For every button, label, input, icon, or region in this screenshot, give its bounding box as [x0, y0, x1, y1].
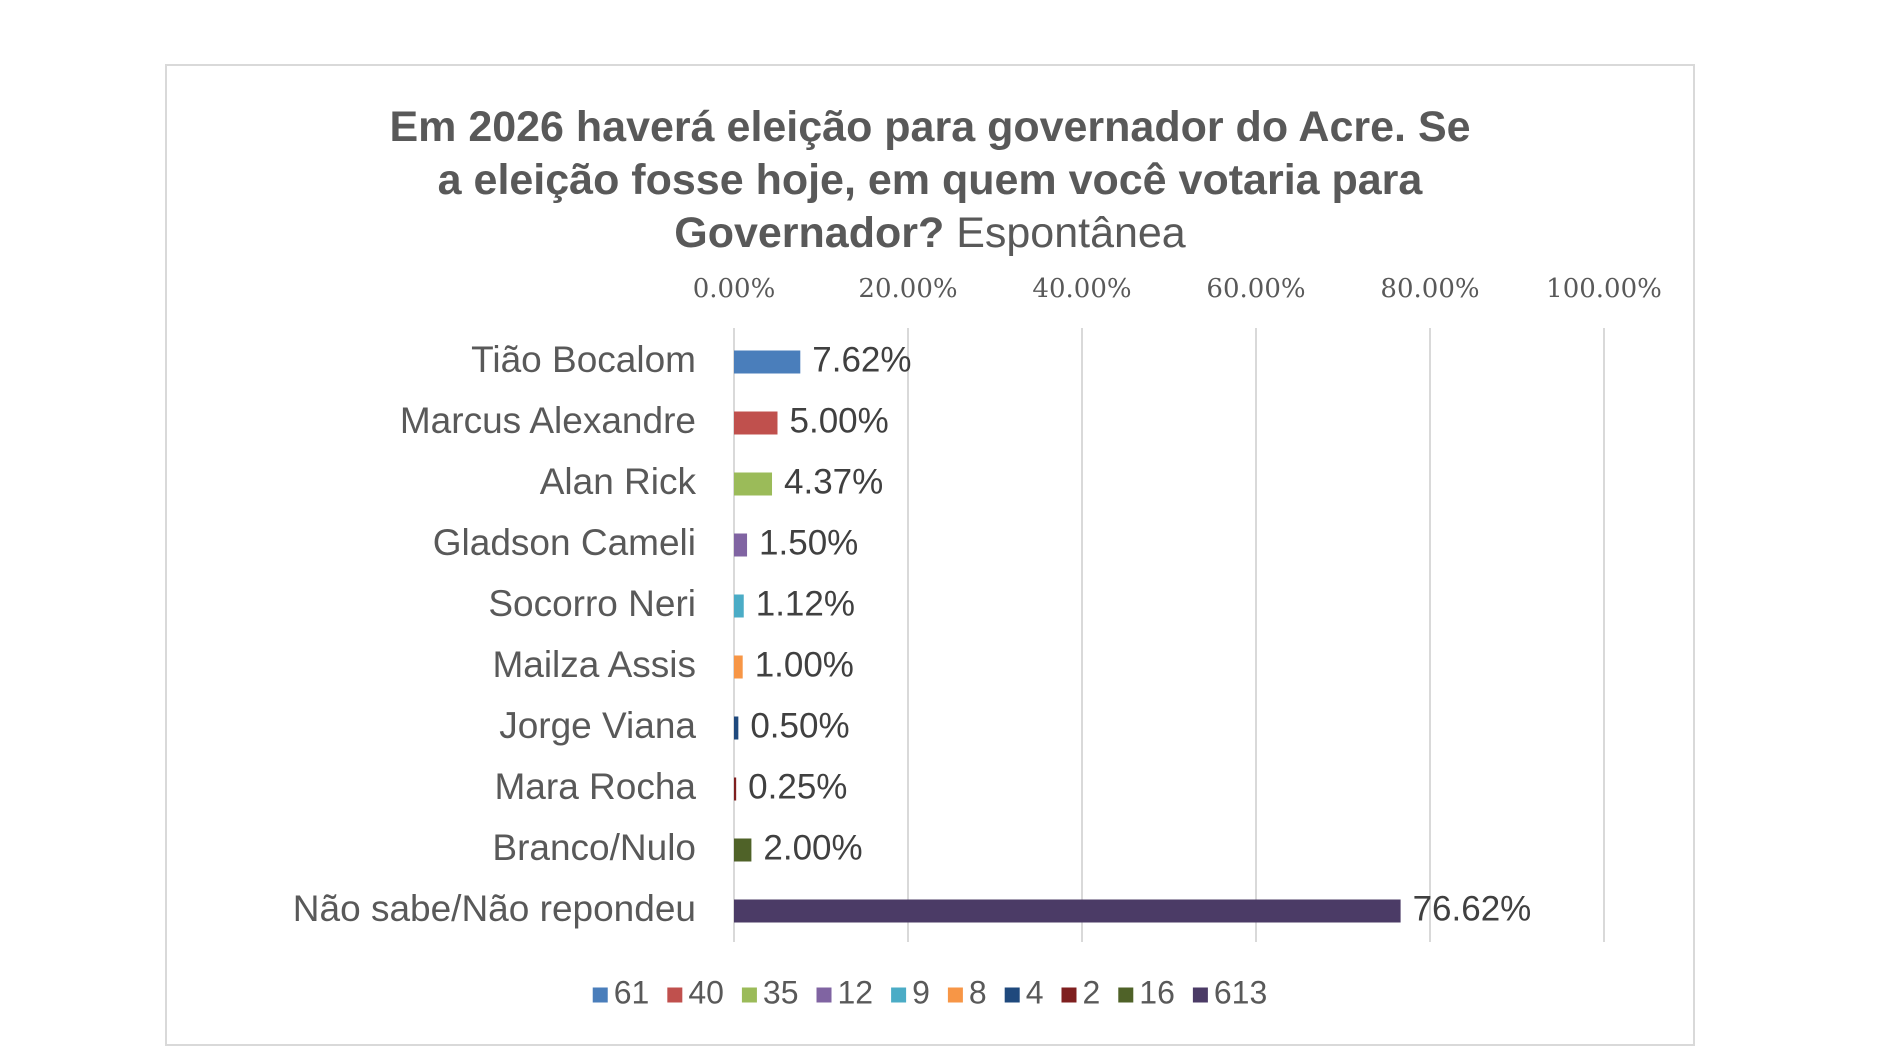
- bar: [734, 533, 748, 557]
- data-label: 1.00%: [755, 645, 854, 684]
- legend-item: 40: [667, 974, 724, 1010]
- legend: 61 40 35 12 9 8 4 2 16 613: [592, 974, 1267, 1010]
- x-axis-tick-labels: 0.00% 20.00% 40.00% 60.00% 80.00% 100.00%: [693, 274, 1662, 304]
- x-tick-label: 100.00%: [1546, 274, 1662, 304]
- data-label: 76.62%: [1413, 889, 1532, 928]
- legend-item: 2: [1061, 974, 1100, 1010]
- legend-item: 9: [891, 974, 930, 1010]
- bar: [734, 350, 801, 374]
- legend-label: 613: [1214, 974, 1267, 1010]
- data-label: 4.37%: [784, 462, 883, 501]
- data-label: 2.00%: [763, 828, 862, 867]
- legend-label: 40: [688, 974, 724, 1010]
- title-line-3: Governador? Espontânea: [674, 209, 1186, 257]
- category-label: Marcus Alexandre: [400, 400, 696, 441]
- category-label: Jorge Viana: [499, 705, 696, 746]
- legend-label: 2: [1082, 974, 1100, 1010]
- bar: [734, 594, 744, 618]
- legend-item: 16: [1118, 974, 1175, 1010]
- legend-label: 8: [969, 974, 987, 1010]
- category-label: Branco/Nulo: [492, 827, 696, 868]
- legend-label: 12: [838, 974, 874, 1010]
- data-label: 5.00%: [790, 401, 889, 440]
- x-tick-label: 20.00%: [858, 274, 957, 304]
- title-segment: a eleição fosse hoje, em quem você votar…: [438, 156, 1424, 204]
- category-label: Tião Bocalom: [471, 339, 696, 380]
- legend-label: 9: [912, 974, 930, 1010]
- legend-item: 61: [592, 974, 650, 1010]
- legend-swatch: [1004, 987, 1020, 1003]
- bar: [734, 838, 752, 862]
- category-labels: Tião Bocalom Marcus Alexandre Alan Rick Gla…: [293, 339, 697, 929]
- x-tick-label: 60.00%: [1206, 274, 1305, 304]
- legend-swatch: [667, 987, 683, 1003]
- title-segment: Governador?: [674, 209, 944, 257]
- data-label: 0.50%: [750, 706, 849, 745]
- x-tick-label: 40.00%: [1032, 274, 1131, 304]
- bar: [734, 777, 737, 801]
- data-label: 0.25%: [748, 767, 847, 806]
- data-label: 1.12%: [756, 584, 855, 623]
- legend-item: 35: [741, 974, 799, 1010]
- legend-swatch: [816, 987, 832, 1003]
- legend-swatch: [592, 987, 608, 1003]
- category-label: Socorro Neri: [488, 583, 696, 624]
- data-labels: 7.62% 5.00% 4.37% 1.50% 1.12% 1.00% 0.50% 0.25%…: [748, 340, 1531, 928]
- legend-swatch: [891, 987, 907, 1003]
- legend-label: 4: [1026, 974, 1044, 1010]
- bar: [734, 411, 778, 435]
- bar-chart: Em 2026 haverá eleição para governador d…: [293, 103, 1662, 1010]
- title-line-1: Em 2026 haverá eleição para governador d…: [389, 103, 1470, 151]
- legend-label: 35: [763, 974, 799, 1010]
- category-label: Mailza Assis: [492, 644, 696, 685]
- bar: [734, 655, 743, 679]
- legend-swatch: [1118, 987, 1134, 1003]
- legend-swatch: [1061, 987, 1077, 1003]
- chart-title: Em 2026 haverá eleição para governador d…: [389, 103, 1470, 257]
- x-tick-label: 80.00%: [1380, 274, 1479, 304]
- legend-item: 12: [816, 974, 874, 1010]
- data-label: 1.50%: [759, 523, 858, 562]
- category-label: Gladson Cameli: [433, 522, 696, 563]
- x-tick-label: 0.00%: [693, 274, 776, 304]
- category-label: Não sabe/Não repondeu: [293, 888, 696, 929]
- title-segment: Espontânea: [944, 209, 1186, 257]
- bar: [734, 716, 739, 740]
- legend-label: 61: [614, 974, 650, 1010]
- bar: [734, 472, 773, 496]
- category-label: Alan Rick: [540, 461, 697, 502]
- legend-item: 8: [947, 974, 987, 1010]
- legend-item: 613: [1192, 974, 1267, 1010]
- title-segment: Em 2026 haverá eleição para governador d…: [389, 103, 1470, 151]
- legend-swatch: [947, 987, 963, 1003]
- data-label: 7.62%: [812, 340, 911, 379]
- category-label: Mara Rocha: [494, 766, 696, 807]
- chart-frame: Em 2026 haverá eleição para governador d…: [165, 64, 1695, 1046]
- legend-label: 16: [1139, 974, 1175, 1010]
- legend-swatch: [741, 987, 757, 1003]
- bar: [734, 899, 1401, 923]
- bars: [734, 350, 1401, 923]
- legend-item: 4: [1004, 974, 1044, 1010]
- title-line-2: a eleição fosse hoje, em quem você votar…: [438, 156, 1424, 204]
- legend-swatch: [1192, 987, 1208, 1003]
